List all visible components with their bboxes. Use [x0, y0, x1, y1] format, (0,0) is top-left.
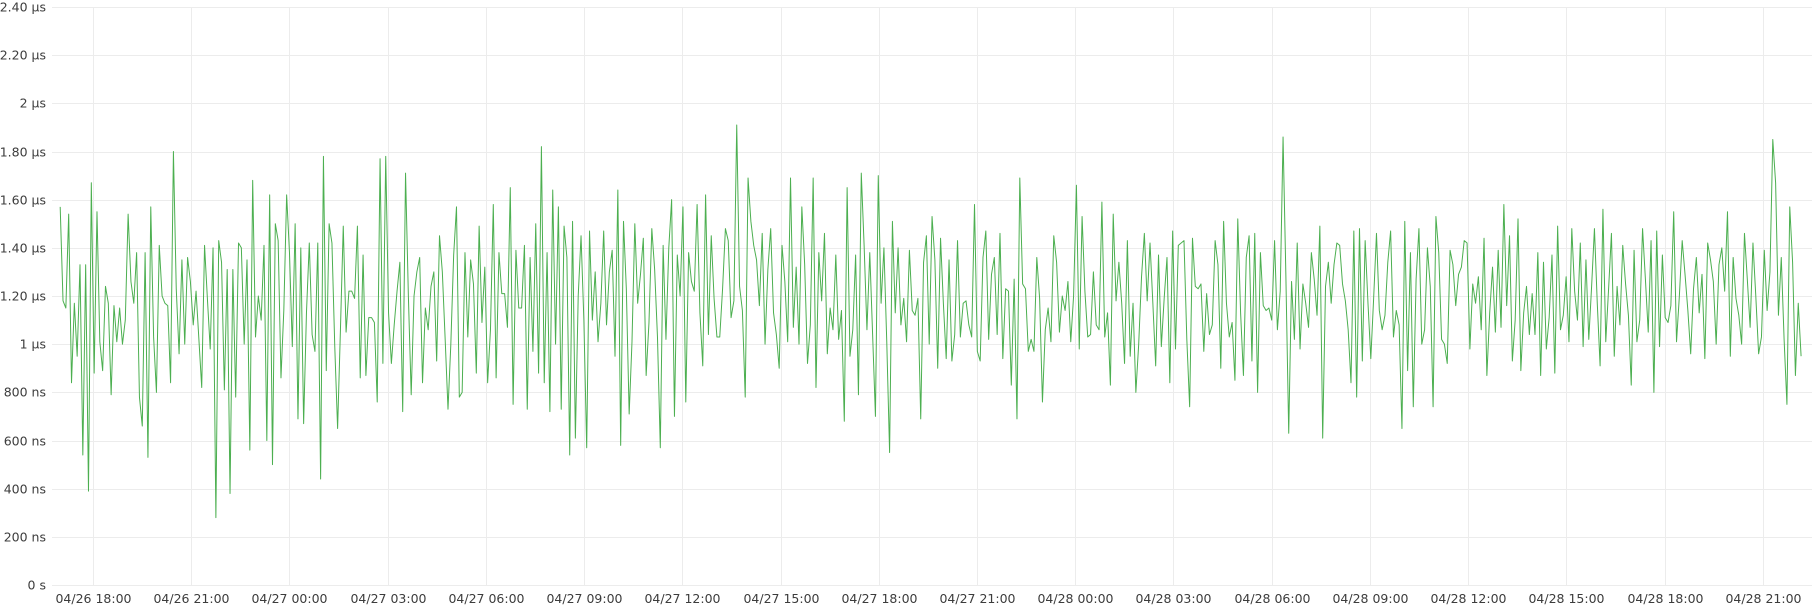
x-tick-label: 04/27 09:00 — [546, 591, 622, 606]
y-tick-label: 1.60 µs — [0, 193, 46, 208]
x-tick-label: 04/27 03:00 — [350, 591, 426, 606]
x-tick-label: 04/28 18:00 — [1627, 591, 1703, 606]
x-tick-label: 04/27 00:00 — [251, 591, 327, 606]
y-tick-label: 2.20 µs — [0, 48, 46, 63]
y-gridlines — [52, 7, 1812, 586]
y-axis-tick-labels: 0 s 200 ns 400 ns 600 ns 800 ns 1 µs 1.20 µs 1.… — [0, 0, 46, 593]
series-line — [59, 124, 1802, 519]
y-tick-label: 600 ns — [4, 434, 46, 449]
x-tick-label: 04/28 00:00 — [1037, 591, 1113, 606]
x-tick-label: 04/26 21:00 — [153, 591, 229, 606]
y-tick-label: 800 ns — [4, 385, 46, 400]
x-tick-label: 04/28 21:00 — [1725, 591, 1801, 606]
x-tick-label: 04/26 18:00 — [55, 591, 131, 606]
y-tick-label: 1.40 µs — [0, 241, 46, 256]
y-tick-label: 2.40 µs — [0, 0, 46, 15]
y-tick-label: 1 µs — [20, 337, 46, 352]
y-tick-label: 2 µs — [20, 96, 46, 111]
y-tick-label: 200 ns — [4, 530, 46, 545]
series-group — [59, 124, 1802, 519]
x-axis-tick-labels: 04/26 18:00 04/26 21:00 04/27 00:00 04/27 0… — [55, 591, 1801, 606]
x-tick-label: 04/28 15:00 — [1528, 591, 1604, 606]
x-tick-label: 04/28 12:00 — [1430, 591, 1506, 606]
x-tick-label: 04/28 09:00 — [1332, 591, 1408, 606]
y-tick-label: 1.80 µs — [0, 145, 46, 160]
y-tick-label: 0 s — [28, 578, 46, 593]
x-tick-label: 04/27 15:00 — [743, 591, 819, 606]
x-tick-label: 04/28 06:00 — [1234, 591, 1310, 606]
y-tick-label: 400 ns — [4, 482, 46, 497]
x-tick-label: 04/28 03:00 — [1135, 591, 1211, 606]
x-tick-label: 04/27 21:00 — [939, 591, 1015, 606]
x-tick-label: 04/27 12:00 — [644, 591, 720, 606]
x-tick-label: 04/27 06:00 — [448, 591, 524, 606]
x-tick-label: 04/27 18:00 — [841, 591, 917, 606]
y-tick-label: 1.20 µs — [0, 289, 46, 304]
